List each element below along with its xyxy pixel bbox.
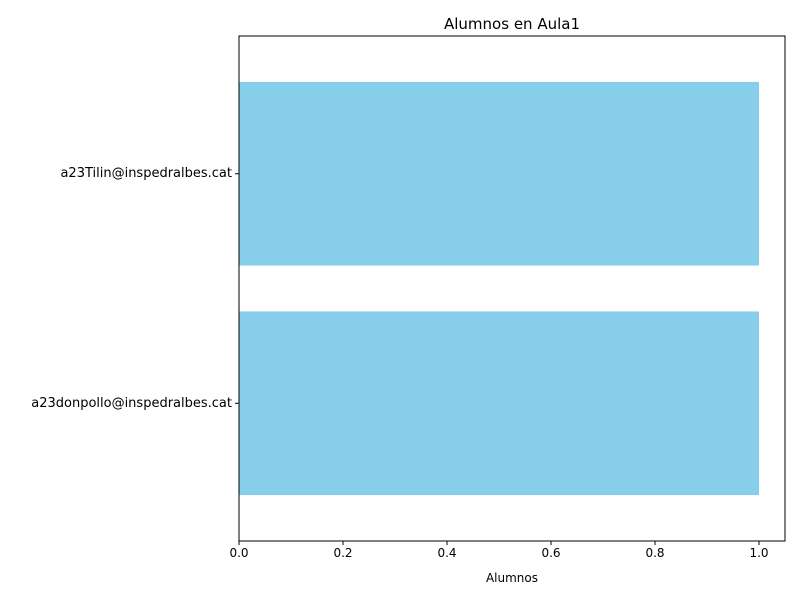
bar <box>239 311 759 496</box>
x-tick-label: 0.8 <box>645 546 664 560</box>
plot-frame <box>238 35 786 542</box>
bars-layer <box>239 81 759 496</box>
x-tick-label: 0.0 <box>229 546 248 560</box>
chart-title: Alumnos en Aula1 <box>444 15 580 33</box>
y-tick-label: a23donpollo@inspedralbes.cat <box>31 396 232 411</box>
x-axis: 0.0 0.2 0.4 0.6 0.8 1.0 <box>229 541 769 560</box>
x-axis-label: Alumnos <box>486 571 538 585</box>
x-tick-label: 0.4 <box>437 546 456 560</box>
y-axis: a23donpollo@inspedralbes.cat a23Tilin@ins… <box>31 166 239 411</box>
x-tick-label: 0.6 <box>541 546 560 560</box>
x-tick-label: 0.2 <box>333 546 352 560</box>
y-tick-label: a23Tilin@inspedralbes.cat <box>60 166 232 181</box>
x-tick-label: 1.0 <box>749 546 768 560</box>
bar <box>239 81 759 266</box>
